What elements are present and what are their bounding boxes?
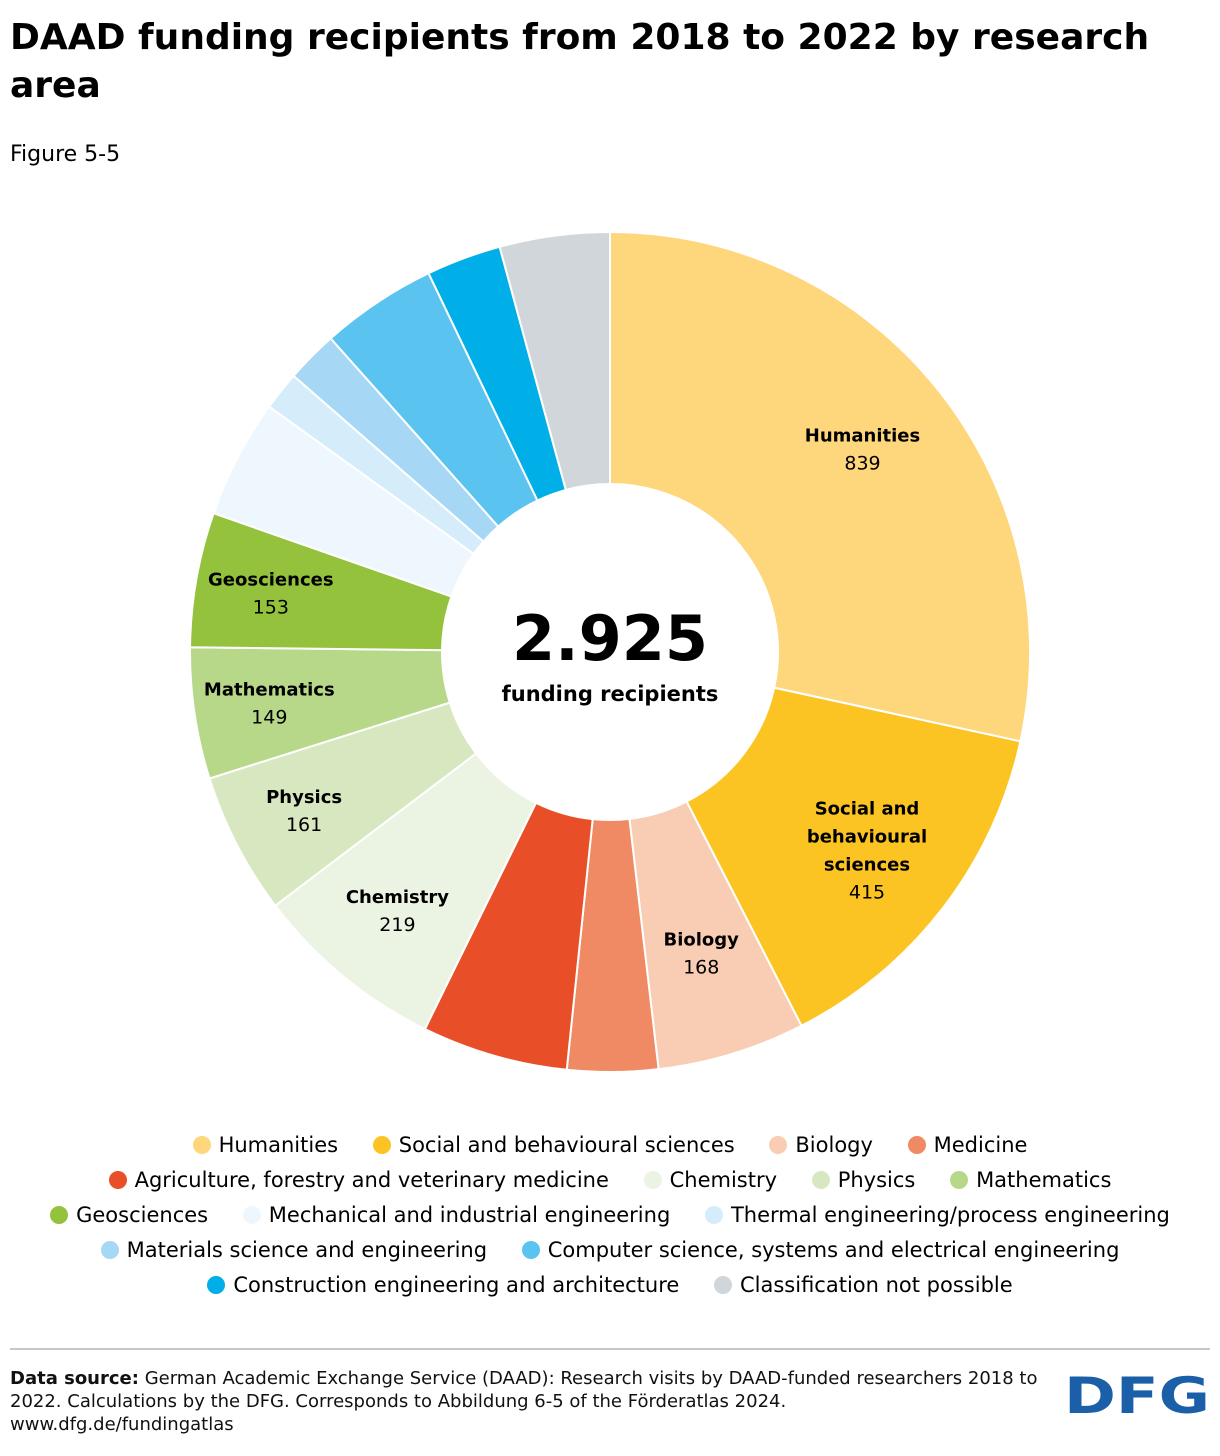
legend-label: Materials science and engineering: [126, 1238, 488, 1262]
slice-humanities: [609, 230, 1031, 743]
legend-item-geosciences: Geosciences: [50, 1203, 208, 1227]
legend-swatch: [950, 1171, 969, 1189]
legend-swatch: [704, 1206, 723, 1224]
slice-label-humanities: Humanities: [805, 426, 920, 447]
legend-label: Computer science, systems and electrical…: [547, 1238, 1120, 1262]
data-source-text: German Academic Exchange Service (DAAD):…: [10, 1368, 1038, 1412]
legend-label: Agriculture, forestry and veterinary med…: [134, 1168, 609, 1192]
legend-item-chemistry: Chemistry: [643, 1168, 778, 1192]
legend-label: Social and behavioural sciences: [398, 1133, 735, 1157]
legend-swatch: [521, 1241, 540, 1259]
legend-item-computer-science-systems-and-electrical-engineering: Computer science, systems and electrical…: [521, 1238, 1120, 1262]
legend-label: Physics: [837, 1168, 916, 1192]
legend-swatch: [242, 1206, 261, 1224]
legend-item-thermal-engineering-process-engineering: Thermal engineering/process engineering: [704, 1203, 1170, 1227]
legend-label: Mechanical and industrial engineering: [268, 1203, 671, 1227]
legend-item-classification-not-possible: Classification not possible: [713, 1273, 1013, 1297]
legend-item-mathematics: Mathematics: [950, 1168, 1111, 1192]
center-total: 2.925: [512, 602, 708, 675]
legend-swatch: [643, 1171, 662, 1189]
legend-item-materials-science-and-engineering: Materials science and engineering: [100, 1238, 488, 1262]
figure-label: Figure 5-5: [10, 142, 121, 167]
dfg-logo-text: DFG: [1064, 1367, 1210, 1418]
legend-swatch: [907, 1136, 926, 1154]
legend-item-social-and-behavioural-sciences: Social and behavioural sciences: [372, 1133, 735, 1157]
legend-item-biology: Biology: [769, 1133, 873, 1157]
slice-label-mathematics: Mathematics: [204, 680, 335, 701]
slice-label-geosciences: Geosciences: [208, 569, 334, 590]
dfg-logo: DFG: [1064, 1367, 1210, 1418]
donut-hole: [442, 484, 778, 820]
slice-label-social-and-behavioural-sciences-2: sciences: [824, 855, 910, 876]
data-source-url: www.dfg.de/fundingatlas: [10, 1414, 234, 1435]
center-caption: funding recipients: [502, 682, 719, 706]
slice-value-mathematics: 149: [251, 707, 287, 729]
legend-label: Geosciences: [76, 1203, 209, 1227]
legend-item-medicine: Medicine: [907, 1133, 1028, 1157]
legend-swatch: [192, 1136, 211, 1154]
legend-swatch: [713, 1276, 732, 1294]
slice-value-humanities: 839: [844, 453, 880, 475]
legend-item-agriculture-forestry-and-veterinary-medicine: Agriculture, forestry and veterinary med…: [108, 1168, 609, 1192]
legend-label: Thermal engineering/process engineering: [730, 1203, 1170, 1227]
slice-value-social-and-behavioural-sciences: 415: [849, 882, 885, 904]
legend-swatch: [207, 1276, 226, 1294]
slice-value-biology: 168: [683, 957, 719, 979]
legend-label: Classification not possible: [739, 1273, 1013, 1297]
slice-label-social-and-behavioural-sciences-0: Social and: [815, 799, 920, 820]
legend-label: Mathematics: [976, 1168, 1112, 1192]
slice-label-physics: Physics: [266, 787, 342, 808]
legend-swatch: [50, 1206, 69, 1224]
divider: [10, 1348, 1210, 1350]
legend: Humanities Social and behavioural scienc…: [10, 1128, 1210, 1303]
chart-title: DAAD funding recipients from 2018 to 202…: [10, 17, 1150, 106]
legend-swatch: [811, 1171, 830, 1189]
slices-layer: [189, 230, 1031, 1073]
slice-value-physics: 161: [286, 814, 322, 836]
data-source-label: Data source:: [10, 1368, 139, 1389]
legend-swatch: [372, 1136, 391, 1154]
slice-social-and-behavioural-sciences: [685, 686, 1022, 1028]
slice-value-geosciences: 153: [253, 596, 289, 618]
slice-labels-layer: Humanities 839 Social and behavioural scienc…: [204, 426, 927, 979]
legend-label: Construction engineering and architectur…: [233, 1273, 680, 1297]
legend-label: Humanities: [218, 1133, 339, 1157]
legend-label: Medicine: [933, 1133, 1028, 1157]
slice-label-chemistry: Chemistry: [346, 887, 449, 908]
legend-swatch: [100, 1241, 119, 1259]
slice-value-chemistry: 219: [379, 914, 415, 936]
legend-swatch: [769, 1136, 788, 1154]
legend-label: Chemistry: [669, 1168, 778, 1192]
data-source: Data source: German Academic Exchange Se…: [10, 1367, 1050, 1436]
slice-label-social-and-behavioural-sciences-1: behavioural: [807, 827, 927, 848]
legend-item-mechanical-and-industrial-engineering: Mechanical and industrial engineering: [242, 1203, 671, 1227]
legend-swatch: [108, 1171, 127, 1189]
slice-label-biology: Biology: [663, 930, 739, 951]
legend-label: Biology: [795, 1133, 873, 1157]
donut-chart: Humanities 839 Social and behavioural scienc…: [189, 230, 1031, 1073]
legend-item-humanities: Humanities: [192, 1133, 339, 1157]
legend-item-physics: Physics: [811, 1168, 916, 1192]
legend-item-construction-engineering-and-architecture: Construction engineering and architectur…: [207, 1273, 679, 1297]
